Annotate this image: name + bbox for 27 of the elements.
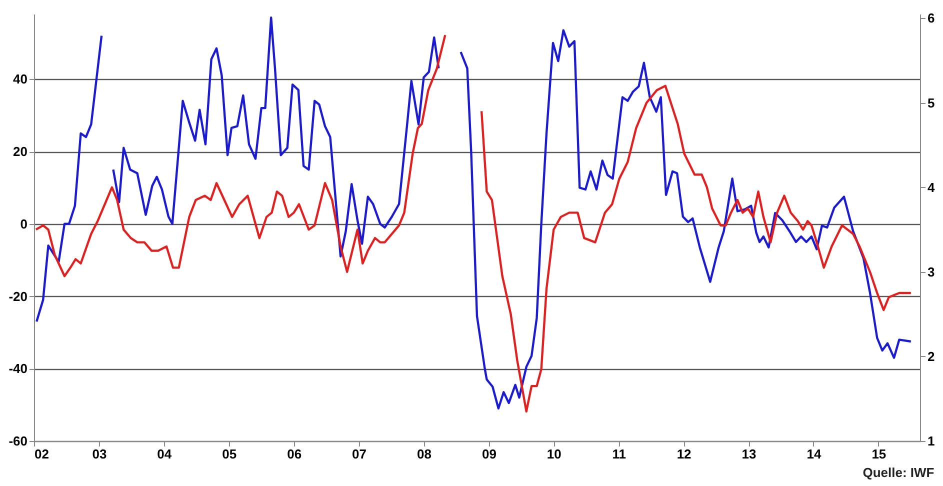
y2-tick-label: 1: [928, 434, 935, 448]
x-tick-label: 03: [92, 446, 107, 462]
y2-tick-label: 5: [928, 95, 935, 110]
y-tick-label: -60: [8, 434, 28, 448]
y2-tick-label: 4: [928, 180, 936, 195]
x-tick-label: 09: [482, 446, 496, 462]
y2-tick-label: 2: [928, 348, 935, 364]
x-tick-label: 08: [417, 446, 432, 462]
x-tick-label: 11: [612, 446, 626, 462]
y2-tick-label: 6: [928, 10, 935, 26]
x-tick-label: 14: [806, 446, 822, 462]
x-tick-label: 13: [742, 446, 756, 462]
y-tick-label: 40: [13, 72, 28, 87]
x-tick-label: 07: [352, 446, 367, 462]
y2-tick-label: 3: [928, 264, 935, 280]
source-note: Quelle: IWF: [862, 465, 934, 480]
x-tick-label: 04: [157, 446, 172, 462]
x-tick-label: 05: [222, 446, 237, 462]
x-tick-label: 02: [34, 446, 49, 462]
y-tick-label: -40: [8, 361, 28, 376]
y-tick-label: 20: [13, 144, 28, 160]
x-tick-label: 12: [676, 446, 692, 462]
x-tick-label: 15: [872, 446, 886, 462]
x-tick-label: 06: [287, 446, 302, 462]
y-tick-label: -20: [8, 288, 28, 304]
x-tick-label: 10: [546, 446, 562, 462]
y-tick-label: 0: [20, 216, 28, 232]
